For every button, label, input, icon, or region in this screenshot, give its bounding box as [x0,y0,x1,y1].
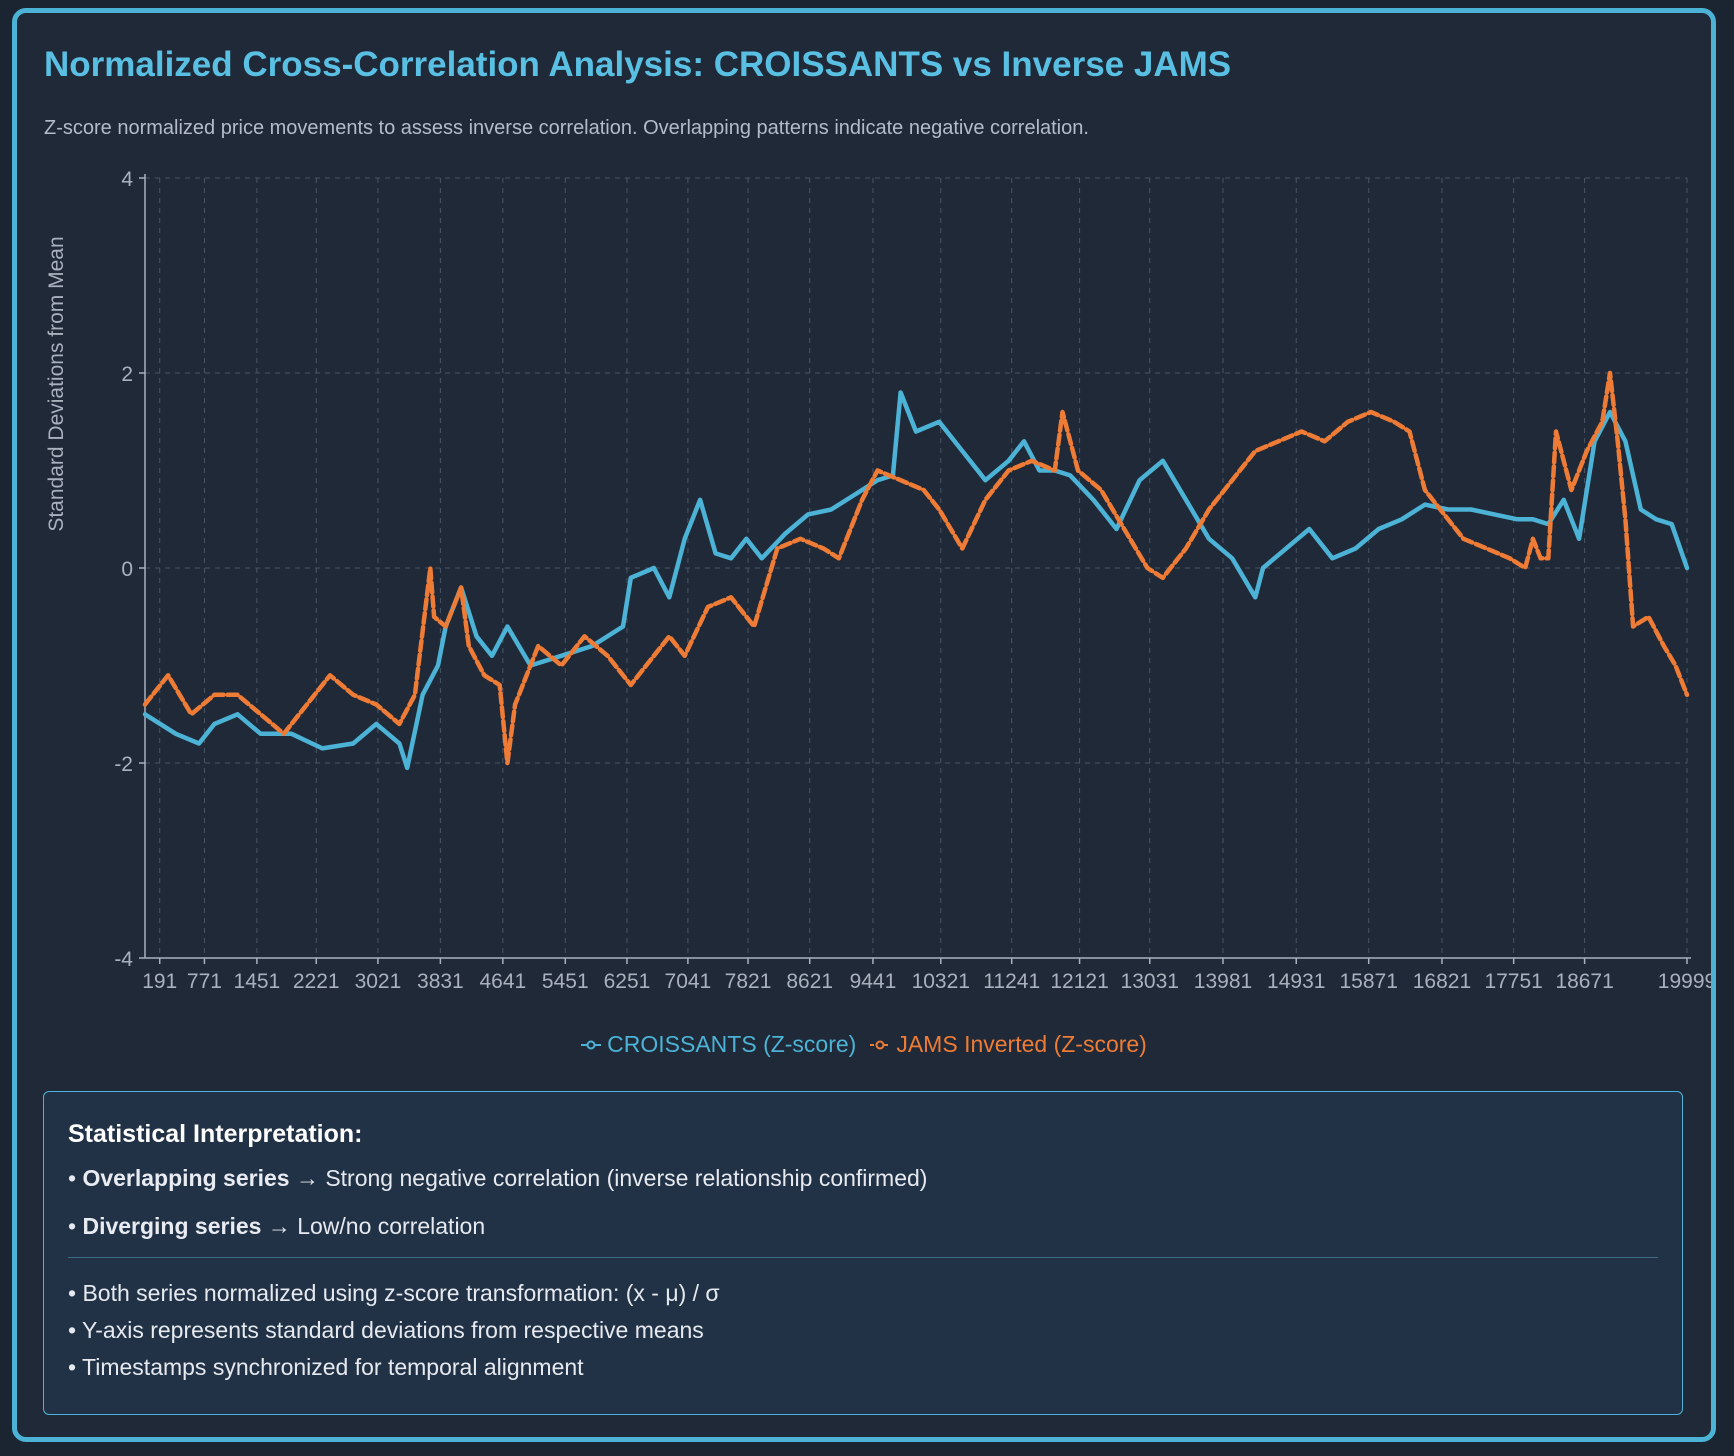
x-tick-label: 18671 [1555,970,1613,993]
arrow-icon: → [267,1213,291,1239]
x-tick-label: 10321 [912,970,970,993]
x-tick-label: 5451 [542,970,589,993]
interpretation-box: Statistical Interpretation: • Overlappin… [43,1091,1683,1415]
interpretation-text: Low/no correlation [297,1213,486,1239]
x-tick-label: 191 [142,970,177,993]
arrow-icon: → [295,1165,319,1191]
interpretation-note: • Timestamps synchronized for temporal a… [68,1354,584,1380]
y-tick-label: 0 [121,558,133,581]
x-tick-label: 19999 [1658,970,1711,993]
interpretation-text: Strong negative correlation (inverse rel… [325,1165,928,1191]
chart-panel: Normalized Cross-Correlation Analysis: C… [12,8,1716,1442]
page-subtitle: Z-score normalized price movements to as… [44,117,1089,139]
chart-legend: CROISSANTS (Z-score) JAMS Inverted (Z-sc… [17,1031,1711,1058]
x-tick-label: 2221 [293,970,340,993]
y-tick-label: -2 [114,753,133,776]
x-tick-label: 9441 [850,970,897,993]
y-tick-label: 4 [121,168,133,191]
x-tick-label: 7821 [725,970,772,993]
legend-dashed-marker-icon [870,1040,891,1049]
x-tick-label: 771 [187,970,222,993]
legend-item-croissants[interactable]: CROISSANTS (Z-score) [581,1031,856,1058]
x-tick-label: 13031 [1121,970,1179,993]
x-tick-label: 7041 [665,970,712,993]
legend-label-jams: JAMS Inverted (Z-score) [896,1031,1147,1057]
divider [68,1257,1658,1258]
x-tick-label: 11241 [983,970,1040,993]
y-tick-label: -4 [114,948,133,971]
page-title: Normalized Cross-Correlation Analysis: C… [44,45,1232,84]
interpretation-line: • Overlapping series → Strong negative c… [68,1165,928,1191]
x-tick-label: 12121 [1050,970,1108,993]
interpretation-label: Overlapping series [82,1165,290,1191]
interpretation-note: • Both series normalized using z-score t… [68,1280,720,1306]
x-tick-label: 14931 [1267,970,1325,993]
interpretation-note: • Y-axis represents standard deviations … [68,1317,704,1343]
x-tick-label: 8621 [786,970,833,993]
x-tick-label: 3831 [417,970,464,993]
line-chart: 4 2 0 -2 -4 191 771 1451 2221 3021 3831 4641 5451 625… [45,168,1711,993]
x-tick-label: 17751 [1484,970,1542,993]
x-tick-label: 13981 [1194,970,1252,993]
x-tick-label: 15871 [1340,970,1398,993]
interpretation-title: Statistical Interpretation: [68,1120,363,1148]
legend-line-marker-icon [581,1040,602,1049]
grid-layer [145,177,1688,959]
axis-layer: 4 2 0 -2 -4 191 771 1451 2221 3021 3831 4641 5451 625… [114,168,1711,993]
interpretation-label: Diverging series [82,1213,262,1239]
interpretation-line: • Diverging series → Low/no correlation [68,1213,486,1239]
series-line-jams [142,370,1690,766]
x-tick-label: 16821 [1413,970,1471,993]
x-tick-label: 4641 [479,970,526,993]
legend-label-croissants: CROISSANTS (Z-score) [607,1031,857,1057]
y-axis-label: Standard Deviations from Mean [45,236,68,531]
series-line-croissants [142,390,1690,771]
x-tick-label: 1451 [234,970,281,993]
legend-item-jams[interactable]: JAMS Inverted (Z-score) [870,1031,1147,1058]
x-tick-label: 6251 [604,970,651,993]
y-tick-label: 2 [121,363,133,386]
x-tick-label: 3021 [355,970,402,993]
series-layer [142,370,1690,771]
